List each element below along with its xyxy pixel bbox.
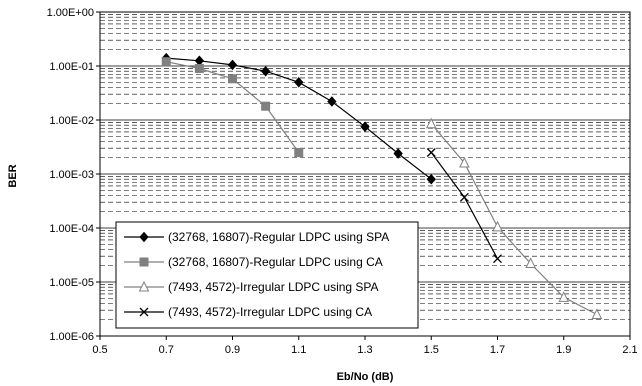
- y-tick-label: 1.00E-02: [49, 115, 94, 127]
- series-2-point: [161, 57, 171, 67]
- y-tick-label: 1.00E-04: [49, 223, 94, 235]
- y-tick-label: 1.00E-01: [49, 61, 94, 73]
- series-3-point: [591, 308, 603, 320]
- y-axis-title: BER: [7, 164, 19, 187]
- legend-marker-4: [139, 307, 149, 317]
- legend-label-4: (7493, 4572)-Irregular LDPC using CA: [168, 305, 372, 319]
- series-3-point: [492, 220, 503, 232]
- x-tick-label: 0.9: [225, 344, 240, 356]
- y-tick-label: 1.00E-06: [49, 331, 94, 343]
- legend-marker-1: [139, 231, 149, 243]
- series-1-point: [294, 77, 304, 88]
- series-2-point: [294, 148, 304, 158]
- x-tick-label: 1.1: [291, 344, 306, 356]
- y-tick-label: 1.00E-05: [49, 277, 94, 289]
- x-marker-stroke: [139, 307, 149, 317]
- x-axis-title: Eb/No (dB): [337, 371, 394, 383]
- series-1-point: [393, 148, 403, 159]
- x-tick-label: 0.5: [92, 344, 107, 356]
- x-marker-stroke: [426, 148, 436, 157]
- series-2-point: [228, 74, 237, 84]
- series-1-point: [327, 96, 337, 107]
- legend-marker-2: [139, 257, 149, 267]
- series-4-point: [426, 148, 436, 157]
- x-marker-stroke: [459, 192, 469, 202]
- legend-marker-3: [138, 280, 150, 292]
- series-3-point: [558, 291, 570, 302]
- series-3-point: [425, 117, 437, 129]
- legend-label-3: (7493, 4572)-Irregular LDPC using SPA: [168, 280, 379, 294]
- x-tick-label: 1.7: [490, 344, 505, 356]
- y-tick-label: 1.00E+00: [47, 7, 94, 19]
- legend-box: [115, 221, 419, 329]
- legend-label-2: (32768, 16807)-Regular LDPC using CA: [168, 255, 383, 269]
- x-tick-label: 1.9: [556, 344, 571, 356]
- series-1-point: [426, 173, 436, 185]
- series-1-point: [260, 65, 271, 77]
- legend: (32768, 16807)-Regular LDPC using SPA (32…: [115, 221, 419, 329]
- y-tick-label: 1.00E-03: [49, 169, 94, 181]
- series-1-point: [360, 121, 370, 132]
- x-tick-label: 2.1: [622, 344, 637, 356]
- series-2-point: [194, 63, 204, 73]
- series-3-point: [525, 257, 536, 269]
- series-4-point: [459, 192, 469, 202]
- series-1-point: [227, 59, 238, 71]
- x-tick-label: 0.7: [159, 344, 174, 356]
- series-3-point: [459, 156, 470, 168]
- x-tick-label: 1.3: [357, 344, 372, 356]
- series-4-point: [493, 254, 502, 264]
- x-tick-label: 1.5: [424, 344, 439, 356]
- y-axis-ticks: 1.00E-06 1.00E-05 1.00E-04 1.00E-03 1.00E-02…: [47, 7, 100, 343]
- legend-label-1: (32768, 16807)-Regular LDPC using SPA: [168, 230, 389, 244]
- x-marker-stroke: [493, 254, 502, 264]
- series-markers: [161, 52, 603, 320]
- x-axis-ticks: 0.5 0.7 0.9 1.1 1.3 1.5 1.7 1.9 2.1: [92, 336, 638, 356]
- series-3-line: [430, 123, 598, 316]
- series-2-point: [261, 101, 271, 111]
